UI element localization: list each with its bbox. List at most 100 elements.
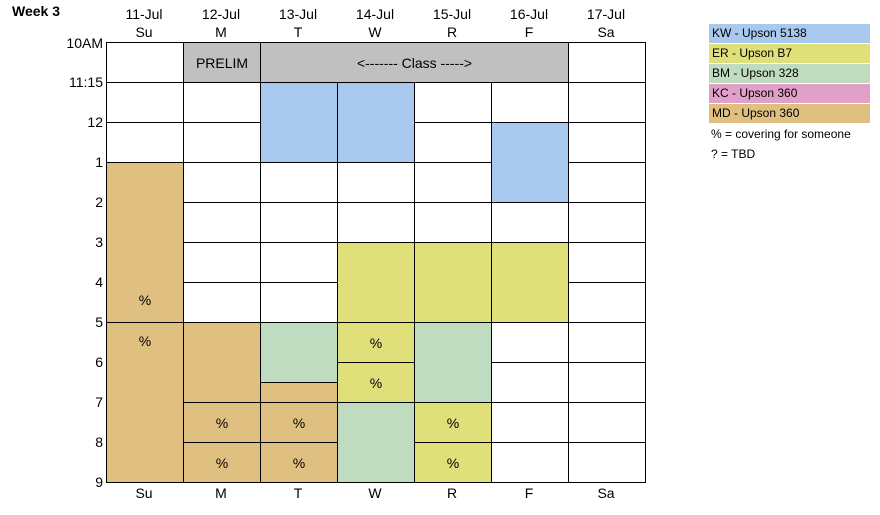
slot-bm bbox=[414, 322, 492, 403]
slot bbox=[106, 82, 184, 123]
slot bbox=[183, 202, 261, 243]
time-label: 1 bbox=[95, 154, 103, 170]
slot bbox=[491, 362, 569, 403]
covering-mark: % bbox=[138, 292, 152, 308]
time-label: 10AM bbox=[66, 35, 103, 51]
slot bbox=[568, 162, 646, 203]
slot bbox=[491, 442, 569, 483]
slot bbox=[260, 202, 338, 243]
slot-bm bbox=[260, 322, 338, 383]
day-footer: R bbox=[446, 485, 458, 501]
day-footer: Sa bbox=[597, 485, 615, 501]
slot bbox=[106, 122, 184, 163]
time-label: 3 bbox=[95, 234, 103, 250]
date-header: 13-Jul bbox=[278, 6, 318, 22]
slot bbox=[414, 202, 492, 243]
slot bbox=[414, 162, 492, 203]
slot-er: % bbox=[414, 442, 492, 483]
slot-er bbox=[337, 242, 415, 323]
slot bbox=[183, 162, 261, 203]
day-header: M bbox=[215, 24, 227, 40]
slot-md bbox=[260, 382, 338, 403]
slot-er bbox=[414, 242, 492, 323]
slot bbox=[568, 362, 646, 403]
slot-er bbox=[491, 242, 569, 323]
date-header: 11-Jul bbox=[125, 6, 163, 22]
slot-bm bbox=[337, 402, 415, 483]
slot bbox=[568, 442, 646, 483]
slot bbox=[260, 282, 338, 323]
day-header: F bbox=[524, 24, 534, 40]
date-header: 12-Jul bbox=[201, 6, 241, 22]
slot-md: % bbox=[260, 442, 338, 483]
legend-note-covering: % = covering for someone bbox=[711, 127, 851, 141]
slot bbox=[414, 122, 492, 163]
slot bbox=[568, 202, 646, 243]
day-header: Su bbox=[135, 24, 153, 40]
time-label: 12 bbox=[87, 114, 103, 130]
time-label: 6 bbox=[95, 354, 103, 370]
slot-er: % bbox=[337, 322, 415, 363]
slot bbox=[568, 242, 646, 283]
slot bbox=[568, 42, 646, 83]
slot bbox=[568, 82, 646, 123]
date-header: 15-Jul bbox=[432, 6, 472, 22]
slot bbox=[568, 282, 646, 323]
slot-md: % bbox=[260, 402, 338, 443]
slot-kw bbox=[491, 122, 569, 203]
slot bbox=[568, 122, 646, 163]
class-block: <------- Class -----> bbox=[260, 42, 569, 83]
day-footer: F bbox=[524, 485, 534, 501]
slot bbox=[491, 82, 569, 123]
legend-kc: KC - Upson 360 bbox=[709, 84, 870, 103]
slot bbox=[183, 122, 261, 163]
covering-mark: % bbox=[138, 333, 152, 349]
day-header: R bbox=[446, 24, 458, 40]
day-header: T bbox=[293, 24, 303, 40]
slot bbox=[183, 82, 261, 123]
legend-bm: BM - Upson 328 bbox=[709, 64, 870, 83]
time-label: 8 bbox=[95, 434, 103, 450]
legend-er: ER - Upson B7 bbox=[709, 44, 870, 63]
time-label: 9 bbox=[95, 474, 103, 490]
legend-note-tbd: ? = TBD bbox=[711, 147, 756, 161]
legend-md: MD - Upson 360 bbox=[709, 104, 870, 123]
slot bbox=[260, 242, 338, 283]
slot bbox=[491, 202, 569, 243]
slot bbox=[568, 322, 646, 363]
slot bbox=[106, 42, 184, 83]
date-header: 14-Jul bbox=[355, 6, 395, 22]
slot-md: % bbox=[183, 402, 261, 443]
time-label: 7 bbox=[95, 394, 103, 410]
slot-er: % bbox=[414, 402, 492, 443]
slot bbox=[183, 242, 261, 283]
slot bbox=[491, 402, 569, 443]
day-footer: T bbox=[293, 485, 303, 501]
slot-kw bbox=[260, 82, 338, 163]
day-footer: M bbox=[215, 485, 227, 501]
legend-kw: KW - Upson 5138 bbox=[709, 24, 870, 43]
day-header: Sa bbox=[597, 24, 615, 40]
slot bbox=[337, 202, 415, 243]
slot bbox=[568, 402, 646, 443]
prelim-block: PRELIM bbox=[183, 42, 261, 83]
day-footer: Su bbox=[135, 485, 153, 501]
slot bbox=[260, 162, 338, 203]
time-label: 5 bbox=[95, 314, 103, 330]
slot bbox=[491, 322, 569, 363]
day-header: W bbox=[368, 24, 382, 40]
slot-md bbox=[106, 162, 184, 323]
time-label: 2 bbox=[95, 194, 103, 210]
slot-er: % bbox=[337, 362, 415, 403]
slot-kw bbox=[337, 82, 415, 163]
slot bbox=[414, 82, 492, 123]
week-title: Week 3 bbox=[12, 3, 60, 19]
date-header: 16-Jul bbox=[509, 6, 549, 22]
slot-md: % bbox=[183, 442, 261, 483]
date-header: 17-Jul bbox=[586, 6, 626, 22]
time-label: 4 bbox=[95, 274, 103, 290]
slot bbox=[337, 162, 415, 203]
slot bbox=[183, 282, 261, 323]
day-footer: W bbox=[368, 485, 382, 501]
slot-md bbox=[106, 322, 184, 483]
